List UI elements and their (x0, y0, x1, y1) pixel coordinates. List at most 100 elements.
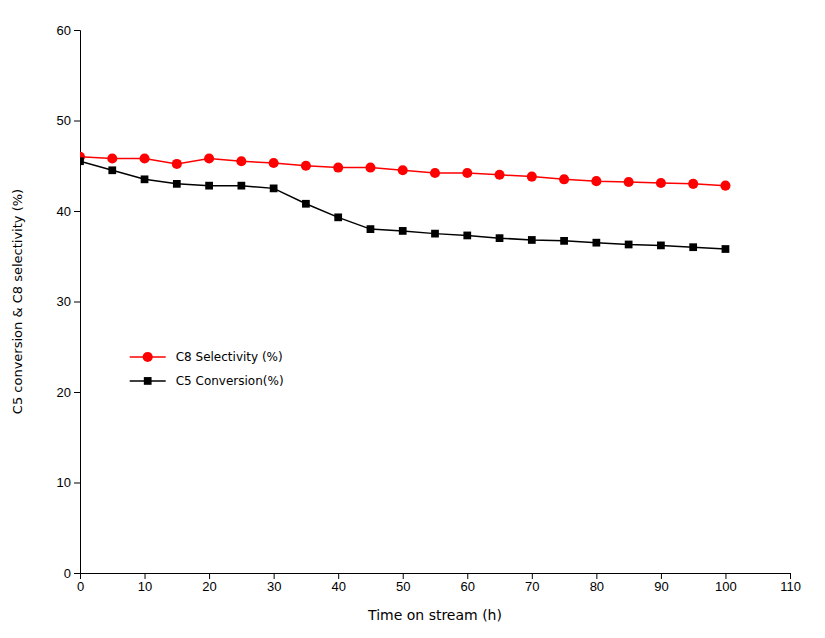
tick: 100 (715, 573, 737, 594)
tick-label: 20 (202, 579, 216, 594)
x-axis-title: Time on stream (h) (367, 607, 502, 623)
plot: 01020304050607080901001100102030405060C8… (57, 23, 801, 595)
point (527, 172, 537, 182)
legend-label: C5 Conversion(%) (176, 374, 284, 388)
point (270, 185, 278, 193)
tick-label: 0 (64, 566, 71, 581)
point (688, 179, 698, 189)
chart: 01020304050607080901001100102030405060C8… (0, 0, 825, 638)
point (173, 180, 181, 188)
point (560, 237, 568, 245)
point (689, 243, 697, 251)
point (365, 163, 375, 173)
tick: 110 (780, 573, 801, 594)
point (720, 181, 730, 191)
tick-mark (74, 30, 80, 31)
tick: 60 (461, 573, 475, 594)
tick: 50 (396, 573, 410, 594)
data-marks (80, 152, 731, 253)
tick-label: 50 (396, 579, 410, 594)
tick: 0 (64, 566, 80, 581)
tick-mark (725, 573, 726, 579)
point (399, 227, 407, 235)
point (301, 161, 311, 171)
tick-label: 40 (57, 204, 71, 219)
tick-mark (74, 302, 80, 303)
tick-mark (209, 573, 210, 579)
tick: 40 (57, 204, 80, 219)
tick: 10 (138, 573, 152, 594)
tick-mark (661, 573, 662, 579)
tick-mark (532, 573, 533, 579)
tick-label: 80 (590, 579, 604, 594)
tick-label: 90 (654, 579, 668, 594)
x-axis: 0 10 20 30 40 50 60 70 80 90 100 110 (77, 573, 801, 594)
tick: 20 (202, 573, 216, 594)
point (108, 166, 116, 174)
tick-label: 110 (780, 579, 801, 594)
point (559, 174, 569, 184)
tick-label: 60 (461, 579, 475, 594)
tick-label: 10 (138, 579, 152, 594)
point (462, 168, 472, 178)
tick-mark (338, 573, 339, 579)
point (139, 153, 149, 163)
point (302, 200, 310, 208)
point (334, 213, 342, 221)
point (656, 178, 666, 188)
y-axis: 0102030405060 (57, 23, 81, 581)
point (496, 234, 504, 242)
point (625, 241, 633, 249)
tick-mark (790, 573, 791, 579)
point (592, 239, 600, 247)
tick-mark (74, 392, 80, 393)
tick-mark (74, 573, 80, 574)
point (657, 242, 665, 250)
tick-label: 0 (77, 579, 84, 594)
tick-label: 50 (57, 113, 71, 128)
tick: 50 (57, 113, 80, 128)
point (205, 182, 213, 190)
tick-label: 30 (267, 579, 281, 594)
tick-mark (145, 573, 146, 579)
legend-label: C8 Selectivity (%) (176, 350, 283, 364)
point (528, 236, 536, 244)
point (430, 168, 440, 178)
tick-mark (74, 121, 80, 122)
point (172, 159, 182, 169)
tick-mark (467, 573, 468, 579)
legend-swatch-marker (143, 352, 153, 362)
tick-label: 70 (525, 579, 539, 594)
y-axis-title: C5 conversion & C8 selectivity (%) (10, 189, 25, 414)
tick-label: 40 (331, 579, 345, 594)
tick-mark (74, 483, 80, 484)
tick: 0 (77, 573, 84, 594)
tick-mark (274, 573, 275, 579)
point (80, 157, 84, 165)
tick-mark (596, 573, 597, 579)
point (367, 225, 375, 233)
tick: 30 (267, 573, 281, 594)
point (494, 170, 504, 180)
point (398, 165, 408, 175)
series-line (80, 161, 725, 249)
legend: C8 Selectivity (%) C5 Conversion(%) (130, 350, 284, 388)
point (463, 232, 471, 240)
point (624, 177, 634, 187)
tick: 40 (331, 573, 345, 594)
point (236, 156, 246, 166)
tick: 70 (525, 573, 539, 594)
axis-domain (74, 31, 81, 574)
tick-label: 100 (715, 579, 737, 594)
tick-mark (74, 211, 80, 212)
point (431, 230, 439, 238)
point (269, 158, 279, 168)
tick-label: 20 (57, 385, 71, 400)
tick: 80 (590, 573, 604, 594)
point (107, 153, 117, 163)
point (722, 245, 730, 253)
tick: 20 (57, 385, 80, 400)
point (333, 163, 343, 173)
legend-swatch-marker (144, 377, 152, 385)
tick: 90 (654, 573, 668, 594)
